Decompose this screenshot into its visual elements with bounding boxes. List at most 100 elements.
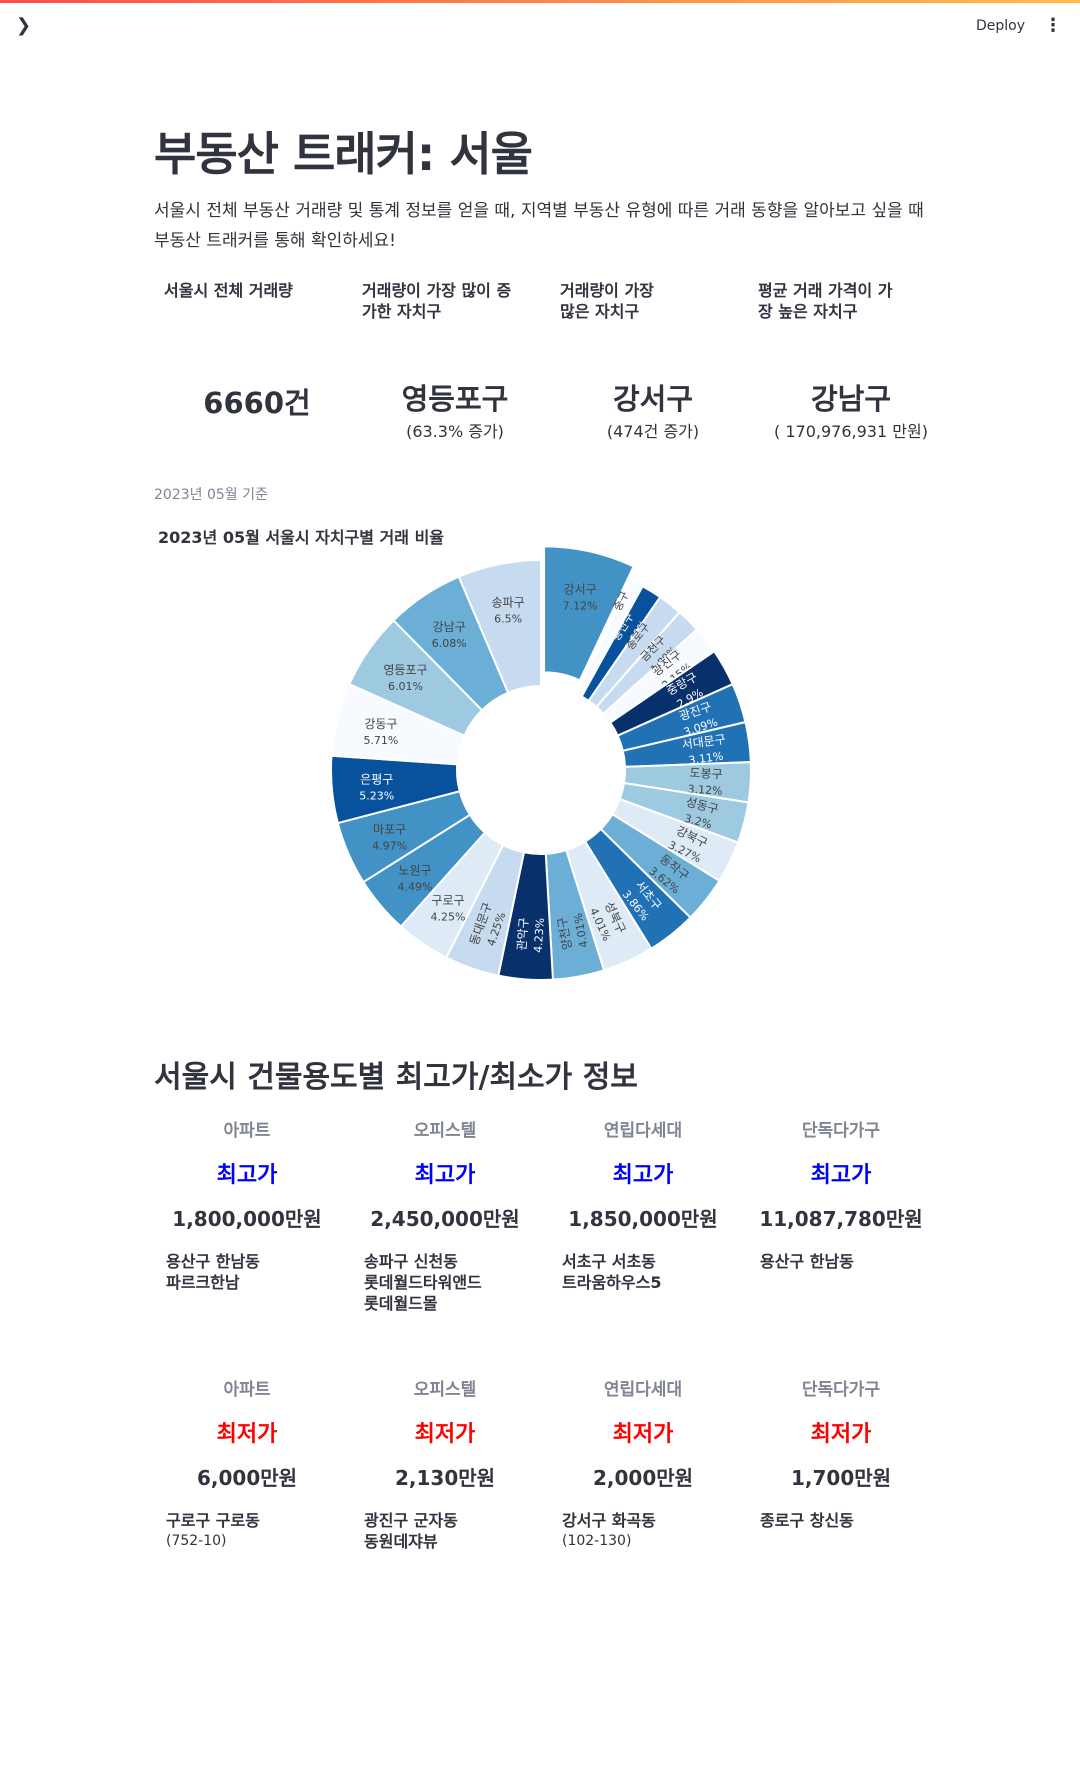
donut-category-label: 송파구 — [491, 595, 524, 609]
donut-slice-25[interactable] — [457, 558, 542, 695]
donut-percent-label: 7.12% — [563, 599, 598, 612]
price-section-title: 서울시 건물용도별 최고가/최소가 정보 — [154, 1060, 638, 1095]
page-title: 부동산 트래커: 서울 — [154, 127, 533, 181]
building-type-label: 연립다세대 — [603, 1380, 683, 1400]
donut-category-label: 은평구 — [360, 772, 393, 786]
price-value: 2,000만원 — [592, 1466, 694, 1490]
metric-value: 강서구 — [612, 382, 694, 416]
price-kind-label: 최저가 — [810, 1422, 872, 1447]
donut-slice-label-23: 영등포구 6.01% — [383, 663, 427, 693]
building-type-label: 연립다세대 — [603, 1121, 683, 1141]
price-kind-label: 최고가 — [216, 1163, 278, 1188]
donut-slice-label-22: 강동구 5.71% — [363, 717, 398, 747]
price-kind-label: 최저가 — [216, 1422, 278, 1447]
donut-slice-0[interactable] — [543, 545, 635, 682]
location-line: 롯데월드몰 — [364, 1294, 438, 1313]
location-line: 서초구 서초동 — [562, 1252, 656, 1271]
price-kind-label: 최고가 — [612, 1163, 674, 1188]
metric-sub: ( 170,976,931 만원) — [774, 422, 928, 441]
donut-slice-label-21: 은평구 5.23% — [359, 772, 394, 802]
page-description: 서울시 전체 부동산 거래량 및 통계 정보를 얻을 때, 지역별 부동산 유형… — [154, 201, 924, 251]
building-type-label: 단독다가구 — [801, 1380, 881, 1400]
location-line: 트라움하우스5 — [562, 1273, 662, 1292]
location-line: 송파구 신천동 — [364, 1252, 458, 1271]
metric-label: 거래량이 가장 많은 자치구 — [560, 281, 654, 321]
metric-value: 영등포구 — [401, 382, 509, 416]
main-menu-icon[interactable]: ⋮ — [1044, 15, 1062, 36]
donut-slice-label-24: 강남구 6.08% — [432, 620, 467, 650]
donut-category-label: 영등포구 — [383, 663, 427, 677]
price-value: 2,130만원 — [394, 1466, 496, 1490]
price-value: 1,800,000만원 — [172, 1207, 322, 1231]
building-type-label: 아파트 — [223, 1380, 271, 1400]
donut-percent-label: 6.5% — [494, 612, 522, 625]
location-text: 종로구 창신동 — [760, 1510, 854, 1531]
donut-slice-label-20: 마포구 4.97% — [372, 823, 407, 853]
donut-percent-label: 4.97% — [372, 840, 407, 853]
donut-percent-label: 4.01% — [571, 912, 590, 949]
metric-sub: (474건 증가) — [606, 422, 700, 441]
donut-percent-label: 6.08% — [432, 637, 467, 650]
donut-category-label: 마포구 — [373, 823, 406, 837]
building-type-label: 단독다가구 — [801, 1121, 881, 1141]
donut-percent-label: 5.23% — [359, 789, 394, 802]
price-kind-label: 최저가 — [414, 1422, 476, 1447]
donut-percent-label: 5.71% — [363, 734, 398, 747]
sidebar-expand-chevron-icon[interactable]: ❯ — [16, 15, 32, 36]
donut-category-label: 구로구 — [431, 893, 464, 907]
price-kind-label: 최고가 — [810, 1163, 872, 1188]
location-line: 용산구 한남동 — [166, 1252, 260, 1271]
location-text: 강서구 화곡동 (102-130) — [562, 1510, 656, 1552]
donut-category-label: 양천구 — [554, 916, 575, 951]
building-type-label: 아파트 — [223, 1121, 271, 1141]
donut-category-label: 강동구 — [364, 717, 397, 731]
chart-title: 2023년 05월 서울시 자치구별 거래 비율 — [158, 528, 445, 547]
metric-label: 서울시 전체 거래량 — [164, 281, 293, 300]
donut-category-label: 도봉구 — [689, 766, 723, 782]
donut-slice-label-16: 관악구 4.23% — [515, 917, 547, 953]
price-value: 1,850,000만원 — [568, 1207, 718, 1231]
donut-category-label: 노원구 — [398, 863, 431, 877]
price-kind-label: 최고가 — [414, 1163, 476, 1188]
location-line: 강서구 화곡동 — [562, 1511, 656, 1530]
donut-slice-label-0: 강서구 7.12% — [563, 582, 598, 612]
location-line: 구로구 구로동 — [166, 1511, 260, 1530]
donut-category-label: 강남구 — [433, 620, 466, 634]
metric-value: 강남구 — [810, 382, 892, 416]
location-line: 동원데쟈뷰 — [364, 1532, 438, 1551]
location-lot-number: (752-10) — [166, 1533, 227, 1549]
donut-category-label: 관악구 — [515, 917, 531, 951]
price-value: 2,450,000만원 — [370, 1207, 520, 1231]
location-line: 용산구 한남동 — [760, 1252, 854, 1271]
donut-slice-label-18: 구로구 4.25% — [431, 893, 466, 923]
metric-highest-price: 평균 거래 가격이 가장 높은 자치구 강남구 ( 170,976,931 만원… — [758, 280, 944, 441]
metric-total-volume: 서울시 전체 거래량 6660건 — [164, 280, 350, 420]
price-value: 1,700만원 — [790, 1466, 892, 1490]
price-kind-label: 최저가 — [612, 1422, 674, 1447]
building-type-label: 오피스텔 — [413, 1121, 477, 1141]
location-line: 파르크한남 — [166, 1273, 240, 1292]
metric-value: 6660건 — [203, 386, 311, 420]
price-value: 6,000만원 — [196, 1466, 298, 1490]
location-line: 광진구 군자동 — [364, 1511, 458, 1530]
deploy-button[interactable]: Deploy — [975, 18, 1025, 34]
price-value: 11,087,780만원 — [759, 1207, 923, 1231]
building-type-label: 오피스텔 — [413, 1380, 477, 1400]
location-line: 종로구 창신동 — [760, 1511, 854, 1530]
app-header: ❯ Deploy ⋮ — [0, 3, 1080, 49]
location-text: 구로구 구로동 (752-10) — [166, 1510, 260, 1552]
donut-category-label: 강서구 — [564, 582, 597, 596]
location-line: 롯데월드타워앤드 — [364, 1273, 482, 1292]
metric-most-increased: 거래량이 가장 많이 증가한 자치구 영등포구 (63.3% 증가) — [362, 280, 548, 441]
metric-most-volume: 거래량이 가장 많은 자치구 강서구 (474건 증가) — [560, 280, 746, 441]
